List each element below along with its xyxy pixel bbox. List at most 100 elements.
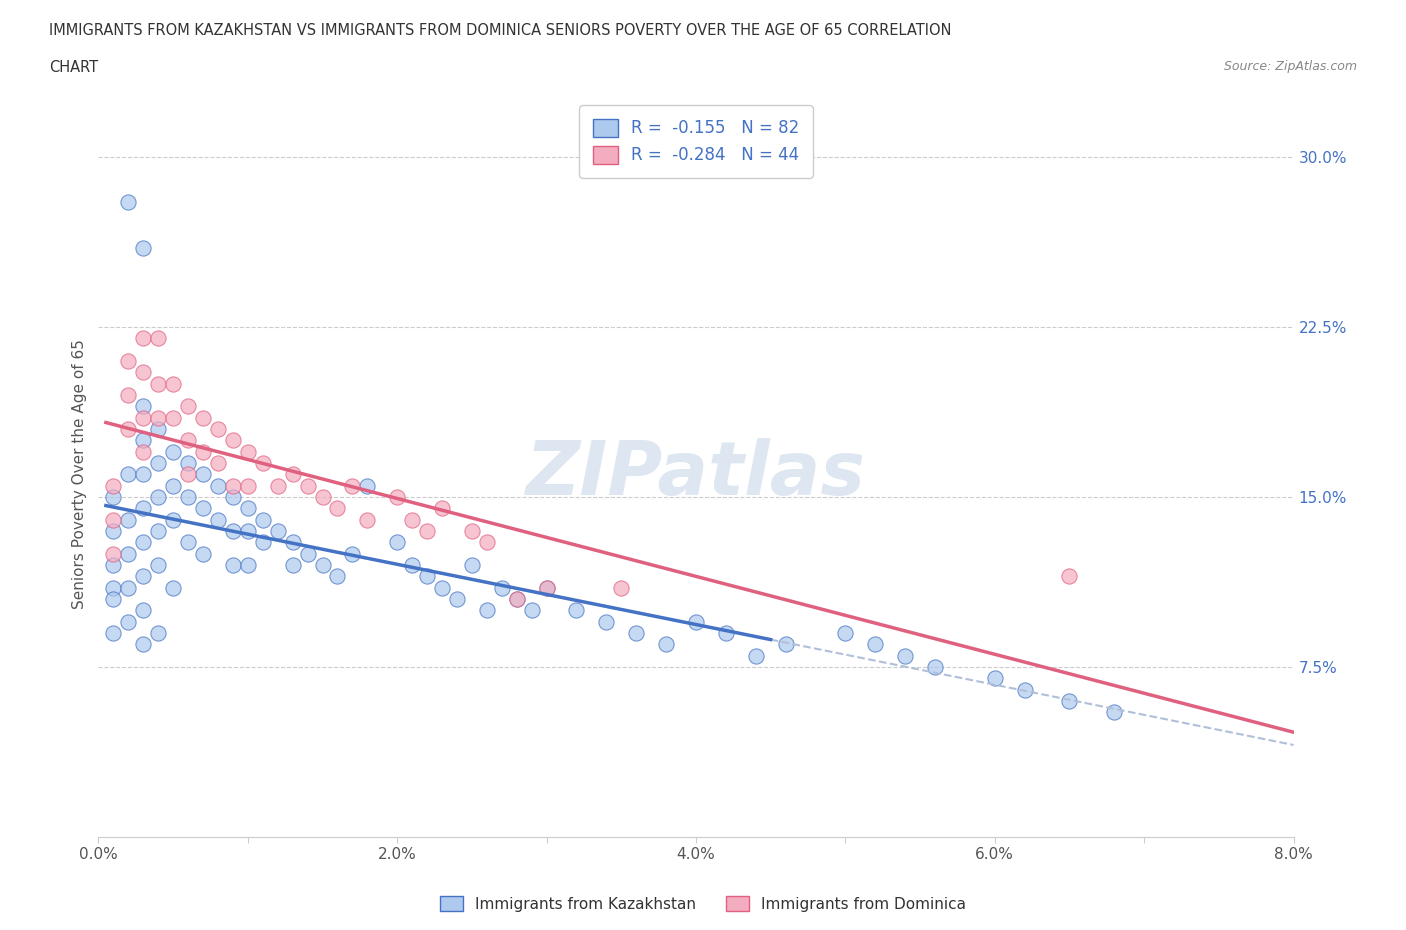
- Point: [430, 501, 453, 516]
- Point: [834, 626, 856, 641]
- Point: [222, 478, 245, 493]
- Point: [207, 456, 229, 471]
- Point: [714, 626, 737, 641]
- Point: [132, 467, 155, 482]
- Point: [148, 376, 170, 391]
- Point: [430, 580, 453, 595]
- Point: [162, 410, 184, 425]
- Point: [117, 467, 139, 482]
- Point: [222, 489, 245, 504]
- Point: [401, 512, 423, 527]
- Point: [475, 535, 498, 550]
- Y-axis label: Seniors Poverty Over the Age of 65: Seniors Poverty Over the Age of 65: [72, 339, 87, 609]
- Point: [103, 591, 125, 606]
- Point: [117, 546, 139, 561]
- Point: [103, 580, 125, 595]
- Point: [252, 456, 274, 471]
- Point: [103, 558, 125, 573]
- Point: [356, 478, 378, 493]
- Point: [1059, 569, 1081, 584]
- Point: [177, 399, 200, 414]
- Point: [984, 671, 1007, 685]
- Point: [177, 535, 200, 550]
- Point: [132, 240, 155, 255]
- Point: [162, 580, 184, 595]
- Point: [162, 512, 184, 527]
- Point: [132, 569, 155, 584]
- Point: [356, 512, 378, 527]
- Point: [103, 524, 125, 538]
- Point: [132, 331, 155, 346]
- Point: [865, 637, 887, 652]
- Point: [103, 489, 125, 504]
- Point: [117, 580, 139, 595]
- Point: [222, 524, 245, 538]
- Point: [132, 399, 155, 414]
- Point: [162, 445, 184, 459]
- Point: [207, 512, 229, 527]
- Point: [491, 580, 513, 595]
- Point: [685, 614, 707, 629]
- Point: [222, 558, 245, 573]
- Point: [506, 591, 529, 606]
- Legend: Immigrants from Kazakhstan, Immigrants from Dominica: Immigrants from Kazakhstan, Immigrants f…: [433, 889, 973, 918]
- Point: [565, 603, 588, 618]
- Point: [281, 535, 304, 550]
- Point: [132, 637, 155, 652]
- Point: [311, 489, 333, 504]
- Point: [148, 331, 170, 346]
- Point: [148, 489, 170, 504]
- Point: [236, 445, 259, 459]
- Point: [297, 546, 319, 561]
- Point: [236, 478, 259, 493]
- Point: [191, 410, 214, 425]
- Point: [177, 467, 200, 482]
- Point: [132, 432, 155, 447]
- Point: [132, 501, 155, 516]
- Point: [506, 591, 529, 606]
- Point: [385, 489, 409, 504]
- Point: [252, 535, 274, 550]
- Point: [148, 456, 170, 471]
- Point: [416, 569, 439, 584]
- Point: [775, 637, 797, 652]
- Point: [924, 659, 946, 674]
- Point: [207, 421, 229, 436]
- Point: [222, 432, 245, 447]
- Text: IMMIGRANTS FROM KAZAKHSTAN VS IMMIGRANTS FROM DOMINICA SENIORS POVERTY OVER THE : IMMIGRANTS FROM KAZAKHSTAN VS IMMIGRANTS…: [49, 23, 952, 38]
- Point: [745, 648, 768, 663]
- Point: [132, 410, 155, 425]
- Point: [103, 626, 125, 641]
- Point: [655, 637, 678, 652]
- Point: [177, 432, 200, 447]
- Point: [446, 591, 468, 606]
- Point: [191, 445, 214, 459]
- Point: [1059, 694, 1081, 709]
- Point: [148, 558, 170, 573]
- Point: [1104, 705, 1126, 720]
- Point: [103, 546, 125, 561]
- Text: Source: ZipAtlas.com: Source: ZipAtlas.com: [1223, 60, 1357, 73]
- Point: [117, 421, 139, 436]
- Point: [236, 524, 259, 538]
- Point: [401, 558, 423, 573]
- Point: [281, 467, 304, 482]
- Point: [595, 614, 617, 629]
- Point: [536, 580, 558, 595]
- Point: [342, 478, 364, 493]
- Point: [191, 546, 214, 561]
- Point: [311, 558, 333, 573]
- Point: [117, 388, 139, 403]
- Point: [148, 421, 170, 436]
- Point: [132, 365, 155, 379]
- Point: [475, 603, 498, 618]
- Point: [536, 580, 558, 595]
- Point: [148, 524, 170, 538]
- Point: [385, 535, 409, 550]
- Point: [297, 478, 319, 493]
- Point: [191, 467, 214, 482]
- Point: [162, 376, 184, 391]
- Point: [117, 353, 139, 368]
- Point: [610, 580, 633, 595]
- Point: [461, 524, 484, 538]
